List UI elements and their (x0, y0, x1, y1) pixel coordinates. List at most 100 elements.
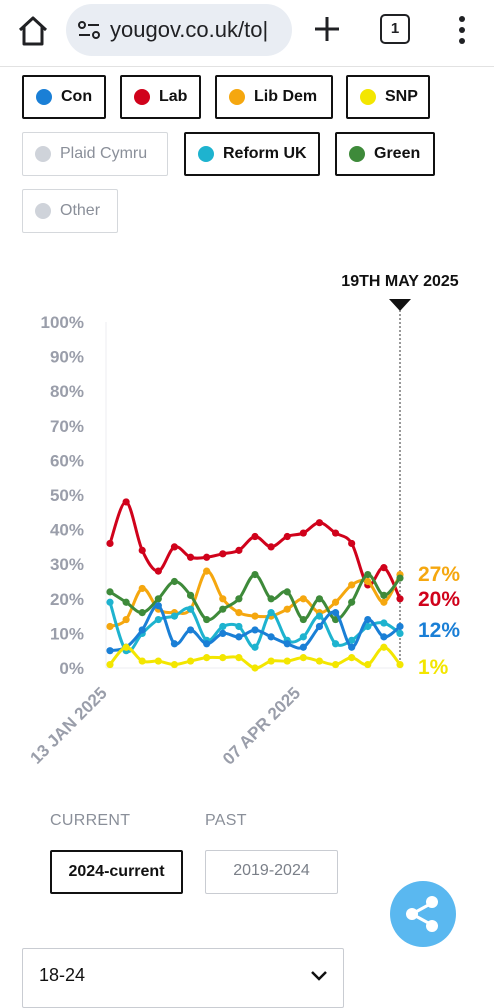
data-point-lab (251, 532, 259, 541)
data-point-lib-dem (299, 595, 307, 603)
more-vert-icon[interactable] (452, 14, 472, 46)
party-chip-snp[interactable]: SNP (346, 75, 430, 119)
plus-icon[interactable] (310, 12, 344, 46)
data-point-reform-uk (299, 633, 307, 641)
data-point-reform-uk (315, 612, 324, 620)
data-point-reform-uk (364, 622, 372, 631)
data-point-reform-uk (251, 643, 259, 651)
data-point-green (364, 570, 372, 579)
data-point-con (251, 626, 259, 634)
data-point-green (396, 574, 404, 582)
data-point-snp (267, 657, 275, 665)
address-bar[interactable]: yougov.co.uk/to| (66, 4, 292, 56)
data-point-reform-uk (106, 598, 114, 606)
party-chip-other[interactable]: Other (22, 189, 118, 233)
data-point-lib-dem (203, 567, 211, 575)
y-tick-label: 20% (50, 590, 84, 609)
party-color-dot (198, 146, 214, 162)
period-past-button[interactable]: 2019-2024 (205, 850, 338, 894)
data-point-con (235, 633, 243, 641)
party-chip-reform-uk[interactable]: Reform UK (184, 132, 320, 176)
data-point-lab (122, 498, 130, 506)
data-point-lib-dem (348, 581, 356, 589)
data-point-green (219, 605, 227, 613)
data-point-lib-dem (251, 612, 259, 620)
data-point-green (348, 598, 356, 606)
tab-count: 1 (380, 14, 410, 44)
voting-intention-chart: 100% 90% 80% 70% 60% 50% 40% 30% 20% 10% 0% 13 JAN … (27, 273, 461, 769)
data-point-lib-dem (364, 577, 372, 586)
data-point-con (138, 626, 146, 634)
x-tick-label: 13 JAN 2025 (27, 683, 111, 767)
data-point-snp (154, 657, 162, 665)
party-color-dot (349, 146, 365, 162)
share-button[interactable] (390, 881, 456, 947)
y-tick-label: 10% (50, 624, 84, 643)
data-point-snp (138, 657, 146, 665)
period-current-button[interactable]: 2024-current (50, 850, 183, 894)
tab-switcher-button[interactable]: 1 (380, 14, 410, 44)
end-value-label: 27% (418, 563, 460, 586)
data-point-reform-uk (396, 629, 404, 637)
data-point-con (203, 640, 211, 648)
date-marker-label: 19TH MAY 2025 (341, 273, 459, 290)
party-chip-lab[interactable]: Lab (120, 75, 201, 119)
party-chip-label: Plaid Cymru (60, 145, 148, 162)
y-tick-label: 70% (50, 417, 84, 436)
data-point-snp (106, 660, 114, 669)
age-group-select[interactable]: 18-24 (22, 948, 344, 1008)
party-color-dot (35, 146, 51, 162)
data-point-green (170, 577, 179, 586)
party-color-dot (36, 89, 52, 105)
data-point-green (267, 595, 275, 603)
party-chip-label: Reform UK (223, 145, 307, 162)
party-chip-label: Green (374, 145, 421, 162)
data-point-snp (348, 654, 356, 662)
data-point-reform-uk (219, 622, 227, 631)
end-value-label: 12% (418, 619, 460, 642)
data-point-lib-dem (380, 598, 388, 606)
data-point-con (299, 643, 307, 651)
y-tick-label: 0% (59, 659, 84, 678)
data-point-snp (251, 664, 259, 672)
party-chip-green[interactable]: Green (335, 132, 435, 176)
data-point-snp (170, 660, 179, 669)
end-value-label: 20% (418, 588, 460, 611)
data-point-lab (283, 532, 291, 541)
data-point-snp (364, 660, 372, 669)
site-settings-icon[interactable] (78, 20, 100, 40)
y-tick-label: 50% (50, 486, 84, 505)
y-tick-label: 60% (50, 451, 84, 470)
data-point-snp (380, 643, 388, 651)
data-point-green (283, 588, 291, 596)
age-group-value: 18-24 (39, 965, 86, 985)
data-point-con (380, 633, 388, 641)
data-point-con (267, 633, 275, 641)
party-chip-con[interactable]: Con (22, 75, 106, 119)
y-tick-label: 80% (50, 382, 84, 401)
data-point-lib-dem (235, 609, 243, 617)
data-point-green (251, 570, 259, 579)
data-point-snp (396, 660, 404, 669)
data-point-lab (138, 546, 146, 554)
data-point-lib-dem (138, 584, 146, 593)
data-point-lib-dem (219, 595, 227, 603)
y-tick-label: 30% (50, 555, 84, 574)
party-chip-lib-dem[interactable]: Lib Dem (215, 75, 333, 119)
home-icon[interactable] (14, 12, 52, 50)
data-point-lab (219, 550, 227, 558)
data-point-green (106, 588, 114, 596)
party-chip-plaid-cymru[interactable]: Plaid Cymru (22, 132, 168, 176)
data-point-reform-uk (154, 615, 162, 624)
data-point-green (154, 595, 162, 603)
browser-toolbar: yougov.co.uk/to| 1 (0, 0, 494, 67)
data-point-con (315, 622, 324, 631)
data-point-lab (154, 567, 162, 575)
data-point-lab (331, 529, 340, 537)
party-color-dot (229, 89, 245, 105)
data-point-lib-dem (283, 605, 291, 613)
series-line-lab (108, 500, 402, 600)
data-point-snp (331, 660, 340, 669)
party-chip-label: Lab (159, 88, 188, 105)
end-value-label: 1% (418, 656, 449, 679)
